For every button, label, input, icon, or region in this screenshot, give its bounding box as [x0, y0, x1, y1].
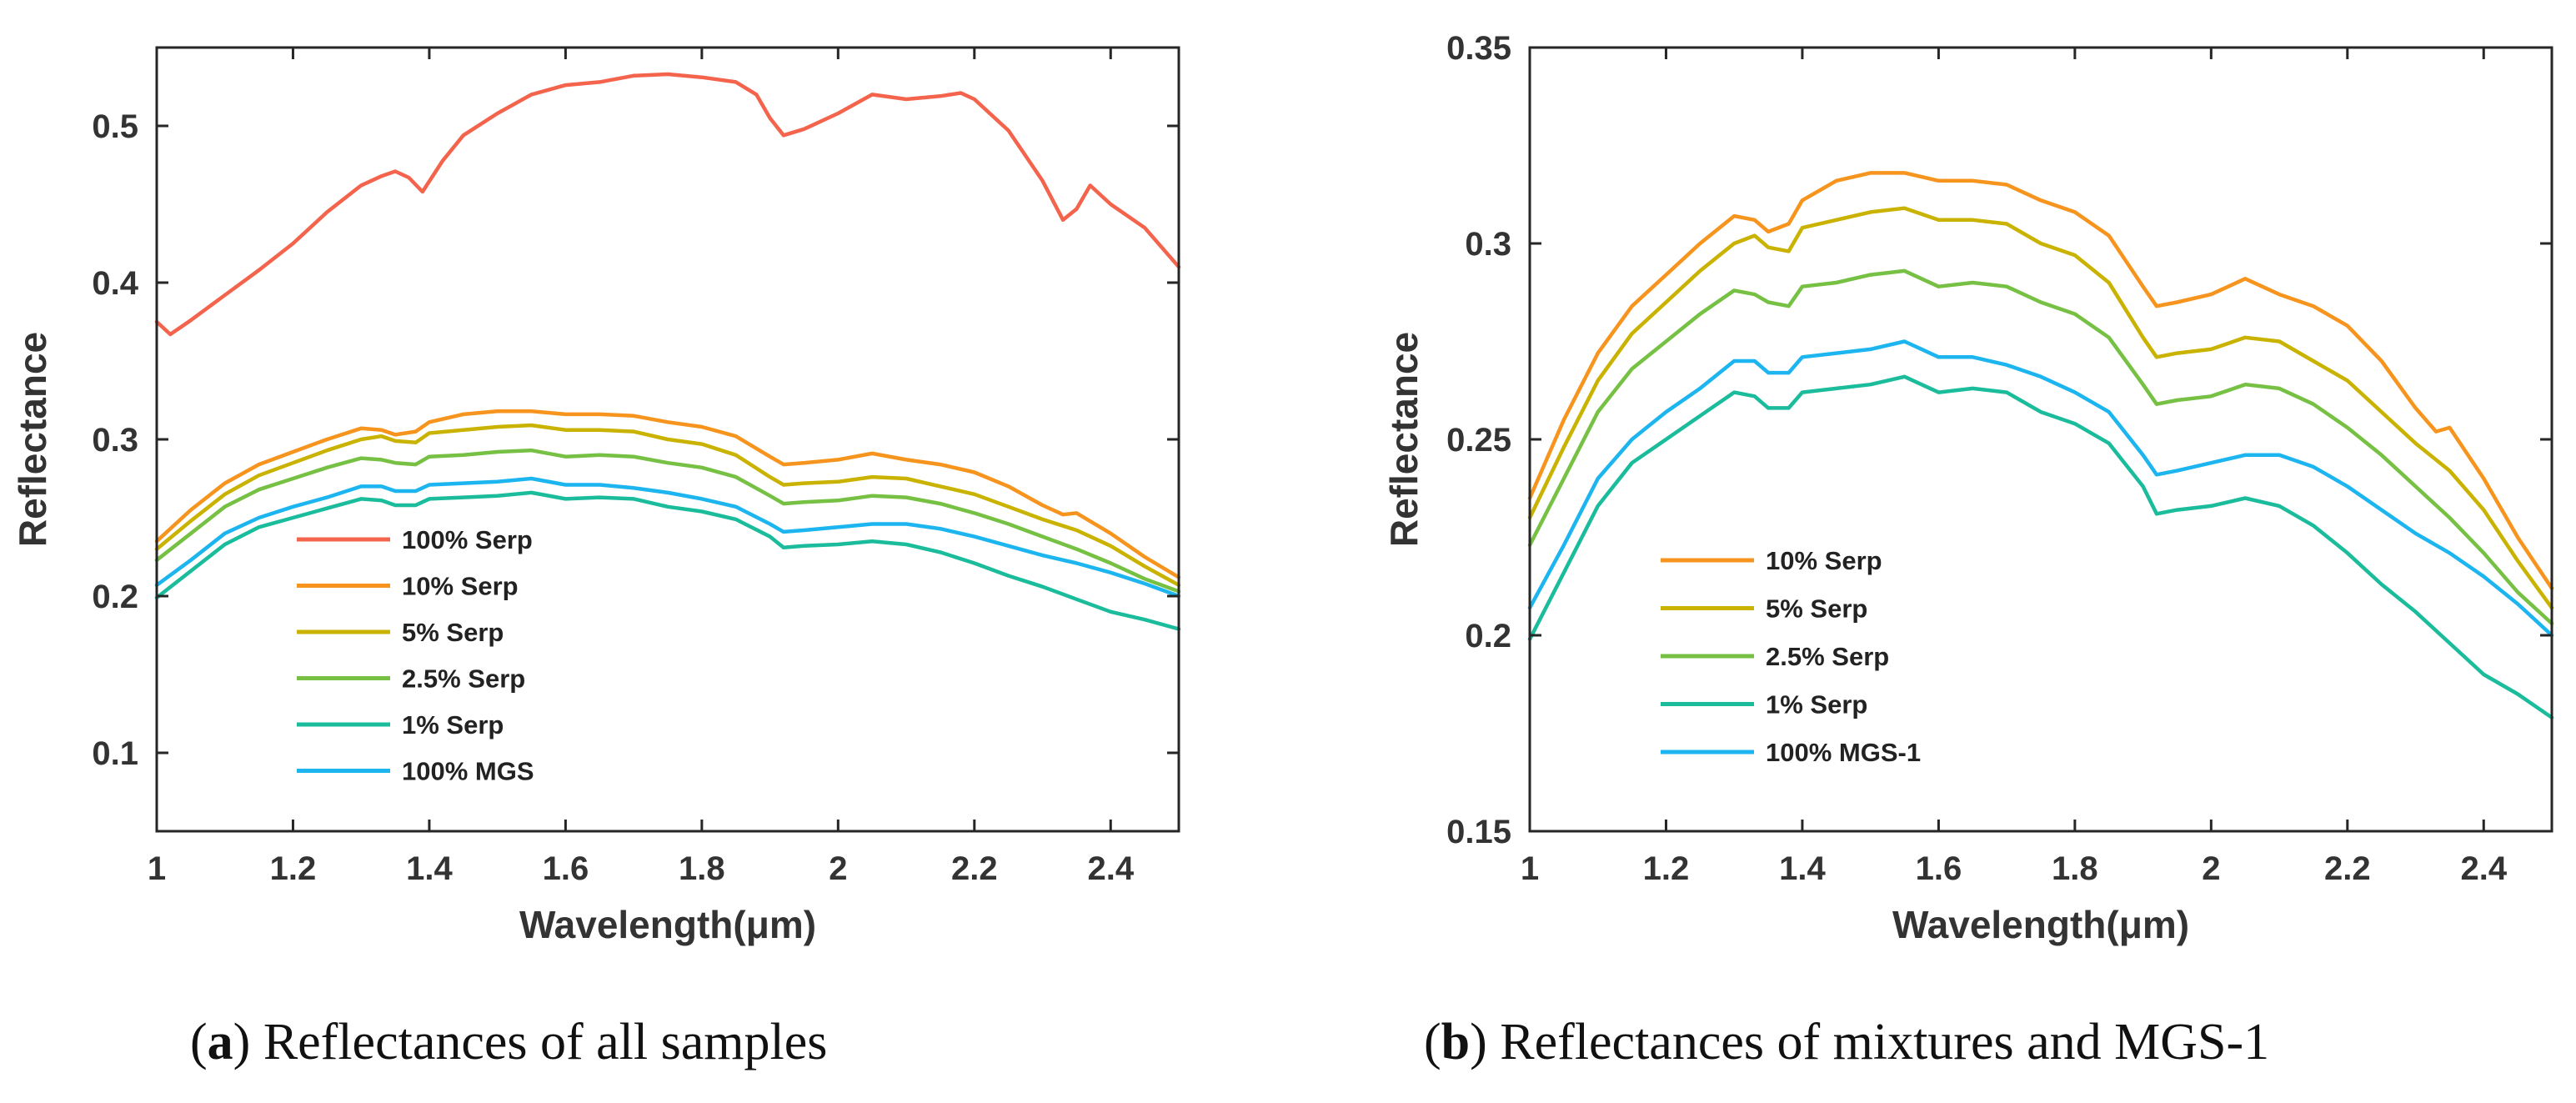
y-tick-label: 0.3 — [1465, 226, 1511, 263]
x-axis-label: Wavelength(μm) — [519, 903, 816, 946]
x-tick-label: 1.6 — [1916, 850, 1962, 887]
x-tick-label: 1 — [148, 850, 166, 887]
caption-b-text: Reflectances of mixtures and MGS-1 — [1500, 1014, 2270, 1070]
series-line-4 — [1527, 374, 2554, 719]
x-tick-label: 2.2 — [2324, 850, 2371, 887]
panel-b-chart: 1 1.2 1.4 1.6 1.8 2 2.2 2.4 0.15 0.2 0.25 0.3 0.35 Wa… — [1382, 30, 2554, 946]
y-tick-label: 0.2 — [92, 579, 138, 615]
legend-label: 100% MGS-1 — [1766, 738, 1921, 767]
x-tick-label: 1.4 — [1779, 850, 1826, 887]
y-tick-label: 0.3 — [92, 422, 138, 459]
x-tick-label: 1.2 — [270, 850, 317, 887]
y-tick-label: 0.5 — [92, 108, 138, 145]
caption-b: (b) Reflectances of mixtures and MGS-1 — [1424, 1014, 2270, 1070]
x-tick-label: 1.8 — [2052, 850, 2098, 887]
y-tick-label: 0.2 — [1465, 618, 1511, 654]
x-tick-label: 1.4 — [406, 850, 453, 887]
series-line-6 — [154, 476, 1181, 599]
y-tick-label: 0.25 — [1446, 422, 1511, 459]
series-line-1 — [1527, 171, 2554, 590]
caption-b-label: b — [1441, 1014, 1471, 1070]
series-line-4 — [154, 448, 1181, 594]
series-line-2 — [1527, 206, 2554, 610]
y-tick-label: 0.4 — [92, 265, 138, 302]
x-tick-label: 1.8 — [679, 850, 725, 887]
y-tick-label: 0.15 — [1446, 814, 1511, 850]
legend-label: 100% MGS — [402, 757, 534, 786]
x-tick-label: 1 — [1521, 850, 1539, 887]
x-tick-label: 1.6 — [543, 850, 589, 887]
series-line-5 — [154, 490, 1181, 631]
caption-a-text: Reflectances of all samples — [263, 1014, 828, 1070]
x-tick-label: 2 — [2202, 850, 2220, 887]
y-tick-label: 0.1 — [92, 735, 138, 772]
x-tick-label: 2.4 — [1087, 850, 1134, 887]
y-axis-label: Reflectance — [1382, 332, 1426, 547]
caption-a-label: a — [207, 1014, 233, 1070]
series-line-3 — [1527, 268, 2554, 626]
panel-a-chart: 1 1.2 1.4 1.6 1.8 2 2.2 2.4 0.1 0.2 0.3 0.4 0.5 Wavel… — [11, 46, 1181, 946]
y-tick-label: 0.35 — [1446, 30, 1511, 67]
legend-label: 2.5% Serp — [1766, 642, 1889, 671]
legend-label: 10% Serp — [1766, 546, 1882, 575]
legend-label: 100% Serp — [402, 525, 533, 554]
x-tick-label: 2.4 — [2460, 850, 2507, 887]
legend-label: 1% Serp — [402, 710, 504, 740]
legend-label: 1% Serp — [1766, 690, 1867, 719]
caption-a: (a) Reflectances of all samples — [190, 1014, 828, 1070]
series-line-1 — [154, 72, 1181, 337]
x-tick-label: 2 — [829, 850, 847, 887]
series-line-3 — [154, 423, 1181, 588]
axes-box — [1528, 46, 2553, 833]
x-tick-label: 2.2 — [951, 850, 998, 887]
series-line-2 — [154, 409, 1181, 579]
y-axis-label: Reflectance — [11, 332, 54, 547]
series-line-5 — [1527, 339, 2554, 638]
legend-label: 5% Serp — [1766, 594, 1867, 624]
x-axis-label: Wavelength(μm) — [1892, 903, 2189, 946]
legend-label: 10% Serp — [402, 572, 519, 601]
legend-label: 5% Serp — [402, 618, 504, 647]
legend-label: 2.5% Serp — [402, 664, 525, 694]
x-tick-label: 1.2 — [1643, 850, 1690, 887]
